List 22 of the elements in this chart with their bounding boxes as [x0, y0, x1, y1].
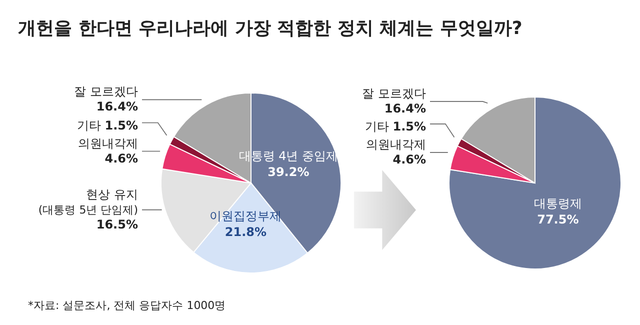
data-label: 4.6%: [392, 152, 426, 166]
slice-label: 대통령제: [534, 196, 582, 211]
text: *자료: 설문조사, 전체 응답자수 1000명: [28, 299, 226, 312]
data-label: 39.2%: [268, 165, 310, 180]
chart-title: 개헌을 한다면 우리나라에 가장 적합한 정치 체계는 무엇일까?: [18, 17, 522, 40]
data-label: 1.5%: [104, 118, 138, 132]
data-label: 16.5%: [96, 217, 138, 232]
data-label: 21.8%: [224, 225, 267, 239]
slice-label: 잘 모르겠다: [74, 84, 138, 99]
slice-label: 의원내각제: [78, 136, 138, 150]
data-label: 16.4%: [384, 101, 426, 116]
data-label: 4.6%: [104, 151, 138, 166]
data-label: 16.4%: [96, 100, 138, 114]
slice-label: 현상 유지 (대통령 5년 단임제): [38, 187, 138, 216]
slice-label: 이원집정부제: [210, 209, 282, 223]
pie-slice: [448, 96, 622, 270]
data-label: 77.5%: [537, 212, 579, 227]
data-label: 1.5%: [392, 119, 426, 134]
slice-label: 잘 모르겠다: [362, 86, 426, 100]
slice-label: 기타: [76, 118, 105, 132]
slice-label: 의원내각제: [366, 137, 426, 152]
slice-label: 기타: [364, 119, 393, 134]
